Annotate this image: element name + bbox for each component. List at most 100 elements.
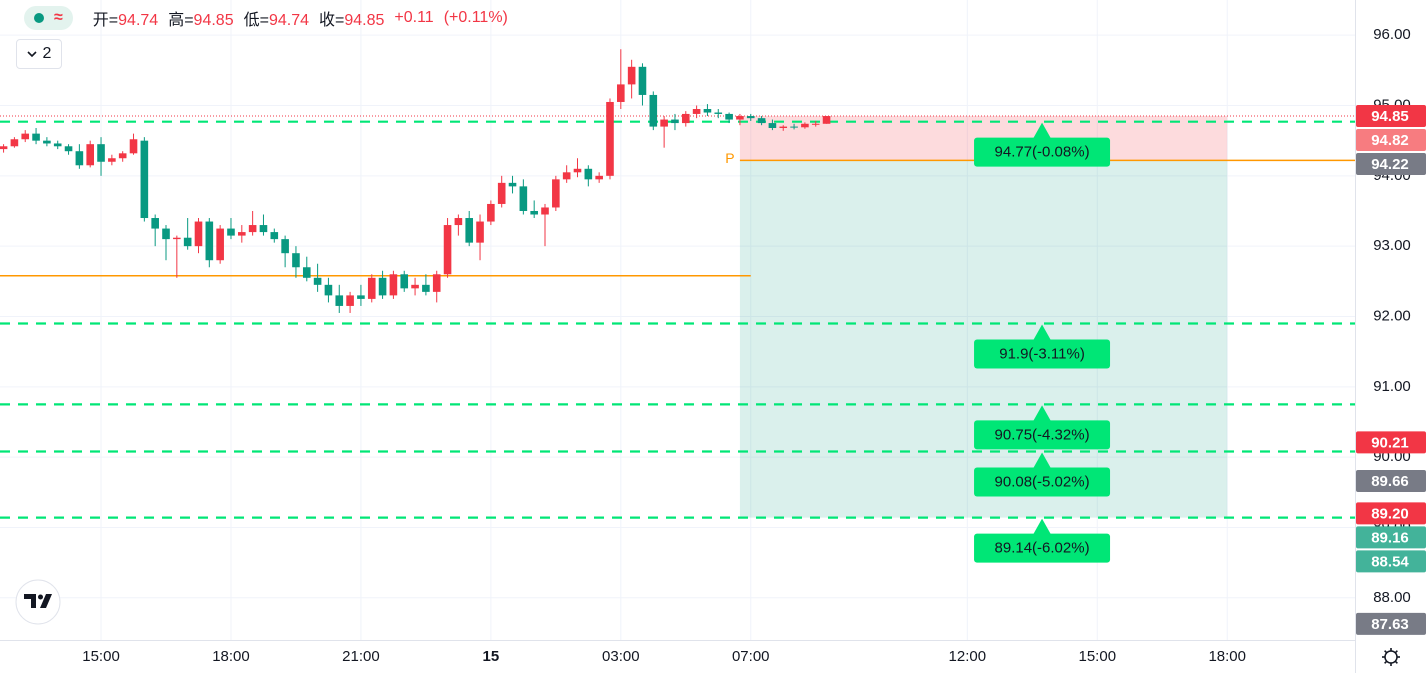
candle-body <box>476 221 484 243</box>
x-tick-label: 15 <box>483 648 500 665</box>
candle-body <box>681 113 690 124</box>
level-pointer <box>1033 452 1052 469</box>
candle-body <box>248 225 257 233</box>
candle-body <box>259 225 268 233</box>
level-label-box <box>974 137 1111 167</box>
candle-body <box>270 232 279 240</box>
level-label: 90.75(-4.32%) <box>995 426 1090 443</box>
tv-logo-bg <box>15 579 61 625</box>
candle-body <box>53 143 62 147</box>
price-tag-label: 89.20 <box>1371 505 1409 522</box>
x-tick-label: 15:00 <box>82 648 120 665</box>
candle-body <box>10 139 19 147</box>
candle-body <box>811 123 820 125</box>
candle-body <box>606 101 614 176</box>
settings-icon[interactable] <box>1382 648 1400 666</box>
candle-body <box>454 218 463 226</box>
x-tick-label: 15:00 <box>1079 648 1117 665</box>
tv-logo <box>24 594 52 608</box>
candle-body <box>671 119 679 124</box>
candle-body <box>757 118 766 124</box>
candle-body <box>703 109 712 113</box>
candle-body <box>562 172 571 180</box>
candle-body <box>173 237 181 240</box>
status-dot <box>34 13 44 23</box>
x-tick-label: 18:00 <box>212 648 250 665</box>
candle-body <box>519 186 528 211</box>
candle-body <box>432 274 441 292</box>
candle-body <box>302 267 311 278</box>
candle-body <box>617 84 625 102</box>
candle-body <box>346 295 354 306</box>
position-marker: P <box>725 150 734 166</box>
price-tag <box>1356 105 1426 128</box>
price-tag-label: 94.82 <box>1371 132 1409 149</box>
candle-body <box>497 182 506 204</box>
candle-body <box>595 175 603 180</box>
label: 收= <box>319 12 345 29</box>
candle-body <box>422 284 430 292</box>
y-tick-label: 96.00 <box>1373 26 1411 43</box>
candle-body <box>129 139 138 154</box>
candle-body <box>118 153 127 159</box>
y-tick-label: 92.00 <box>1373 307 1411 324</box>
candle-body <box>238 232 246 236</box>
candle-body <box>443 225 452 275</box>
candle-body <box>313 277 322 285</box>
candle-body <box>162 228 170 240</box>
price-tag <box>1356 470 1426 493</box>
reward-zone <box>739 160 1228 518</box>
level-label-box <box>974 420 1111 450</box>
value: 94.74 <box>118 12 159 29</box>
candle-body <box>822 116 831 124</box>
candle-body <box>140 140 149 219</box>
y-tick-label: 88.00 <box>1373 589 1411 606</box>
level-label-box <box>974 467 1111 497</box>
candle-body <box>97 144 105 162</box>
level-label-box <box>974 533 1111 563</box>
candle-body <box>0 146 8 150</box>
candle-body <box>779 126 788 128</box>
ohlc-close: 收=94.85 <box>319 6 384 30</box>
x-tick-label: 18:00 <box>1208 648 1246 665</box>
change-pct: (+0.11%) <box>443 9 508 26</box>
gear-tooth <box>1384 650 1388 654</box>
candle-body <box>183 237 192 247</box>
candle-body <box>530 210 538 215</box>
wave-icon: ≈ <box>54 9 63 26</box>
price-tag <box>1356 526 1426 549</box>
price-tag <box>1356 153 1426 176</box>
candle-body <box>714 112 723 114</box>
price-tag-label: 88.54 <box>1371 553 1409 570</box>
time-axis-bg <box>0 640 1355 673</box>
label: 低= <box>243 12 269 29</box>
candle-body <box>335 295 344 306</box>
candle-body <box>465 218 474 243</box>
candle-body <box>378 277 387 296</box>
price-tag-label: 94.85 <box>1371 108 1409 125</box>
level-pointer <box>1033 405 1052 422</box>
candle-body <box>357 295 365 299</box>
candle-body <box>508 182 517 187</box>
y-tick-label: 91.00 <box>1373 378 1411 395</box>
price-tag <box>1356 431 1426 454</box>
level-label: 91.9(-3.11%) <box>999 345 1085 362</box>
candle-body <box>216 228 224 261</box>
candle-body <box>552 179 560 208</box>
level-pointer <box>1033 324 1052 341</box>
candle-body <box>86 144 95 166</box>
candle-body <box>227 228 235 236</box>
candle-body <box>573 168 582 173</box>
candle-body <box>108 158 116 162</box>
ohlc-open: 开=94.74 <box>93 6 158 30</box>
symbol-status[interactable]: ≈ <box>24 6 73 30</box>
candle-body <box>638 66 647 95</box>
price-tag <box>1356 612 1426 635</box>
candle-body <box>151 218 159 229</box>
x-tick-label: 12:00 <box>949 648 987 665</box>
candle-body <box>790 126 798 128</box>
indicators-toggle[interactable]: 2 <box>16 39 62 69</box>
candle-body <box>400 274 409 289</box>
